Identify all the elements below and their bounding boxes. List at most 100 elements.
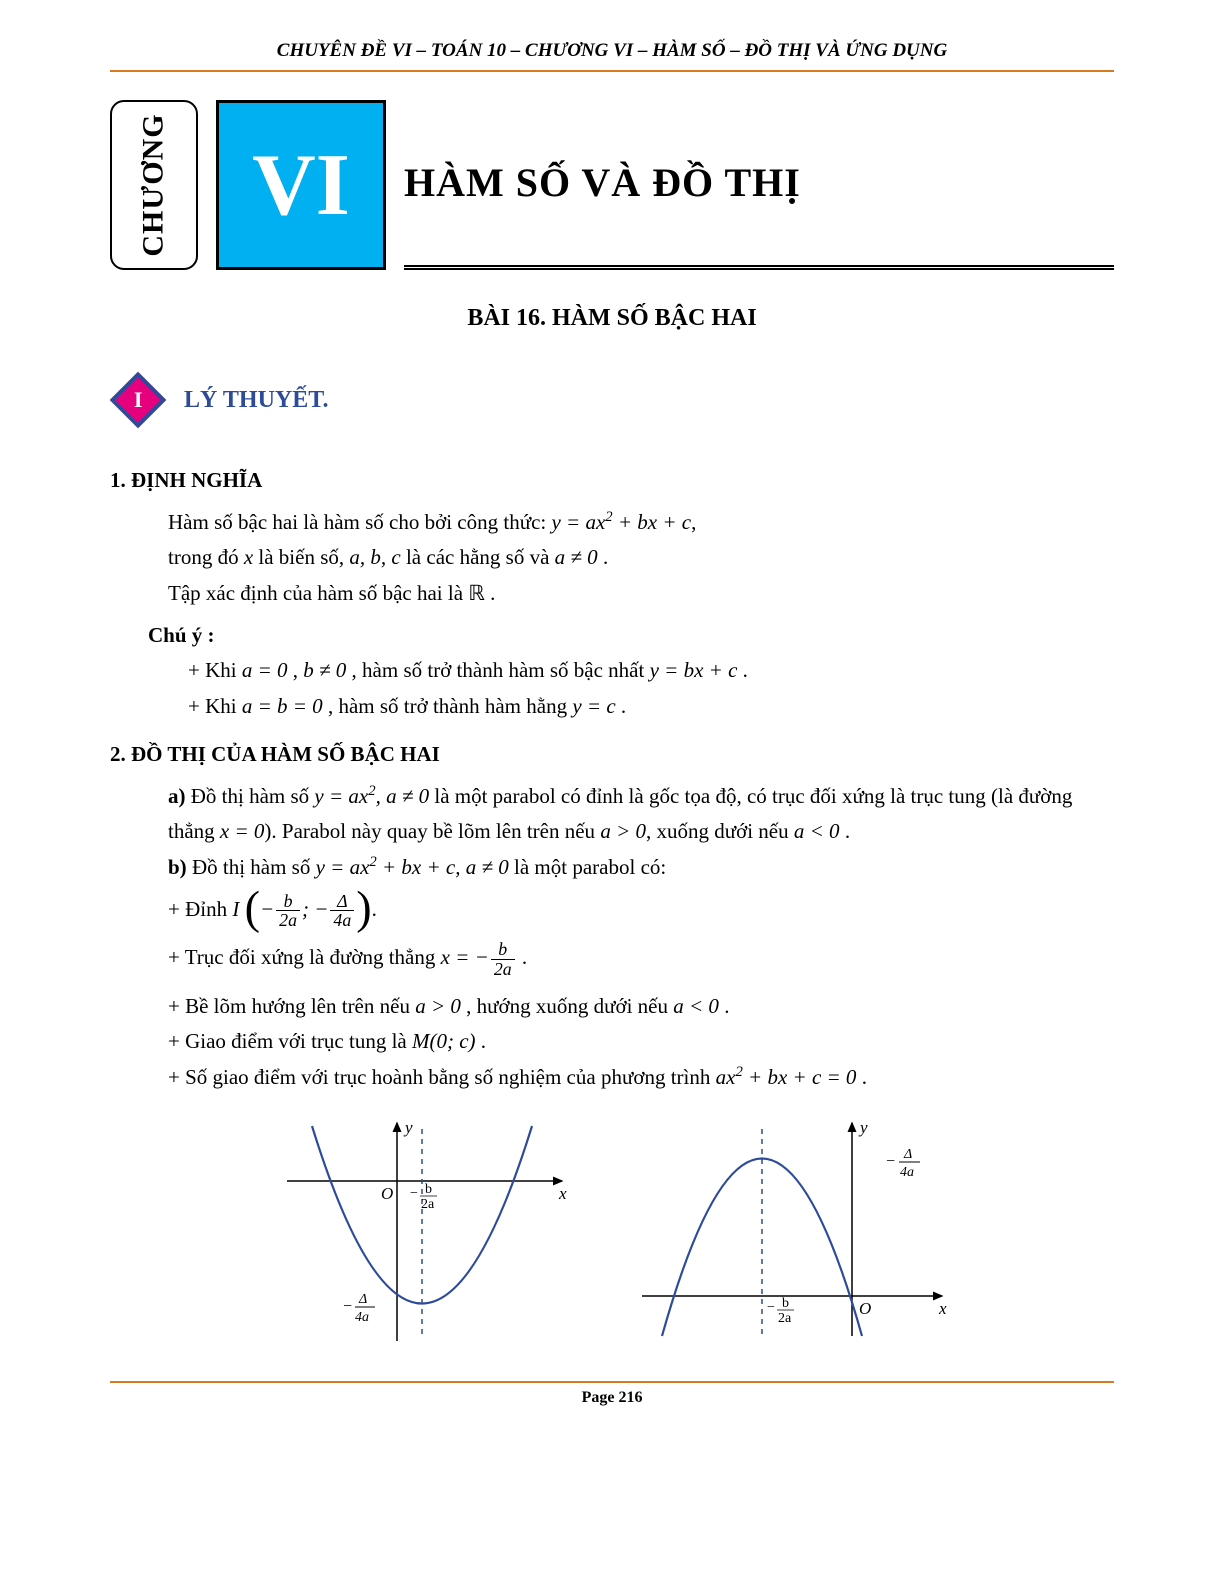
math: a < 0 xyxy=(794,819,840,843)
svg-text:4a: 4a xyxy=(355,1310,369,1325)
text: . xyxy=(856,1065,867,1089)
math: a ≠ 0 xyxy=(555,545,598,569)
math: y = c xyxy=(572,694,615,718)
text: là một parabol có: xyxy=(509,855,666,879)
svg-text:b: b xyxy=(782,1296,789,1311)
svg-text:−: − xyxy=(410,1186,418,1201)
svg-text:2a: 2a xyxy=(421,1197,435,1212)
text: trong đó xyxy=(168,545,244,569)
parabola-up-graph: y x O − b 2a − Δ 4a xyxy=(267,1111,577,1351)
fraction: b2a xyxy=(276,892,300,930)
graph-a-text: a) Đồ thị hàm số y = ax2, a ≠ 0 là một p… xyxy=(168,779,1114,850)
math: x = − xyxy=(441,945,489,969)
text: . xyxy=(737,658,748,682)
text: , xyxy=(691,510,696,534)
svg-text:−: − xyxy=(767,1300,775,1315)
text: + Số giao điểm với trục hoành bằng số ng… xyxy=(168,1065,716,1089)
chapter-side-text: CHƯƠNG xyxy=(137,113,171,256)
text: . xyxy=(372,897,377,921)
math: ax2 + bx + c = 0 xyxy=(716,1065,857,1089)
svg-text:Δ: Δ xyxy=(358,1292,367,1307)
text: Đồ thị hàm số xyxy=(187,855,316,879)
math: a > 0 xyxy=(415,994,461,1018)
text: , xuống dưới nếu xyxy=(646,819,794,843)
svg-text:y: y xyxy=(858,1118,868,1137)
def-vars-line: trong đó x là biến số, a, b, c là các hằ… xyxy=(168,540,1114,576)
math: b ≠ 0 xyxy=(303,658,346,682)
graph-b-text: b) Đồ thị hàm số y = ax2 + bx + c, a ≠ 0… xyxy=(168,850,1114,886)
item-b: b) xyxy=(168,855,187,879)
text: . xyxy=(840,819,851,843)
svg-text:y: y xyxy=(403,1118,413,1137)
math: a, b, c xyxy=(349,545,400,569)
fraction: b2a xyxy=(491,940,515,978)
lesson-title: BÀI 16. HÀM SỐ BẬC HAI xyxy=(110,305,1114,332)
math: y = ax2 + bx + c, a ≠ 0 xyxy=(316,855,509,879)
math: y = ax2 + bx + c xyxy=(551,510,691,534)
section-title: LÝ THUYẾT. xyxy=(184,387,328,414)
text: Đồ thị hàm số xyxy=(186,784,315,808)
math: (0; c) xyxy=(429,1029,475,1053)
axis-line: + Trục đối xứng là đường thẳng x = −b2a … xyxy=(168,940,1114,978)
math: a = 0 xyxy=(242,658,288,682)
vertex-line: + Đỉnh I (−b2a; −Δ4a). xyxy=(168,892,1114,930)
text: + Bề lõm hướng lên trên nếu xyxy=(168,994,415,1018)
def-formula-line: Hàm số bậc hai là hàm số cho bởi công th… xyxy=(168,505,1114,541)
text: + Khi xyxy=(188,694,242,718)
text: + Đỉnh xyxy=(168,897,232,921)
math: a = b = 0 xyxy=(242,694,323,718)
graph-row: y x O − b 2a − Δ 4a xyxy=(110,1111,1114,1351)
fraction: Δ4a xyxy=(330,892,354,930)
note-heading: Chú ý : xyxy=(148,618,1114,654)
chapter-title-area: HÀM SỐ VÀ ĐỒ THỊ xyxy=(404,100,1114,270)
text: . xyxy=(517,945,528,969)
svg-text:x: x xyxy=(938,1299,947,1318)
text: . xyxy=(719,994,730,1018)
heading-definition: 1. ĐỊNH NGHĨA xyxy=(110,463,1114,499)
parabola-down-graph: y x O − b 2a − Δ 4a xyxy=(627,1111,957,1351)
svg-text:O: O xyxy=(859,1299,871,1318)
text: Hàm số bậc hai là hàm số cho bởi công th… xyxy=(168,510,551,534)
heading-graph: 2. ĐỒ THỊ CỦA HÀM SỐ BẬC HAI xyxy=(110,737,1114,773)
math: y = ax2, a ≠ 0 xyxy=(314,784,429,808)
section-marker: I LÝ THUYẾT. xyxy=(110,372,1114,428)
math: M xyxy=(412,1029,430,1053)
svg-text:−: − xyxy=(342,1298,353,1315)
x-intercept-line: + Số giao điểm với trục hoành bằng số ng… xyxy=(168,1060,1114,1096)
svg-text:O: O xyxy=(381,1184,393,1203)
text: + Khi xyxy=(188,658,242,682)
chapter-header: CHƯƠNG VI HÀM SỐ VÀ ĐỒ THỊ xyxy=(110,100,1114,270)
math: x xyxy=(244,545,253,569)
text: . xyxy=(598,545,609,569)
item-a: a) xyxy=(168,784,186,808)
text: , hàm số trở thành hàm số bậc nhất xyxy=(346,658,649,682)
text: . xyxy=(476,1029,487,1053)
note-line-2: + Khi a = b = 0 , hàm số trở thành hàm h… xyxy=(188,689,1114,725)
chapter-title: HÀM SỐ VÀ ĐỒ THỊ xyxy=(404,159,1114,206)
chapter-side-box: CHƯƠNG xyxy=(110,100,198,270)
math: a > 0 xyxy=(600,819,646,843)
text: , xyxy=(288,658,304,682)
concavity-line: + Bề lõm hướng lên trên nếu a > 0 , hướn… xyxy=(168,989,1114,1025)
text: + Giao điểm với trục tung là xyxy=(168,1029,412,1053)
svg-text:b: b xyxy=(425,1182,432,1197)
note-line-1: + Khi a = 0 , b ≠ 0 , hàm số trở thành h… xyxy=(188,653,1114,689)
math: I xyxy=(232,897,239,921)
chapter-number-box: VI xyxy=(216,100,386,270)
math: a < 0 xyxy=(673,994,719,1018)
section-number: I xyxy=(134,387,143,413)
svg-text:Δ: Δ xyxy=(903,1147,912,1162)
svg-text:−: − xyxy=(885,1153,896,1170)
y-intercept-line: + Giao điểm với trục tung là M(0; c) . xyxy=(168,1024,1114,1060)
text: ). Parabol này quay bề lõm lên trên nếu xyxy=(264,819,600,843)
sep: ; − xyxy=(302,897,328,921)
diamond-icon: I xyxy=(110,372,166,428)
content-body: 1. ĐỊNH NGHĨA Hàm số bậc hai là hàm số c… xyxy=(110,463,1114,1351)
text: , hướng xuống dưới nếu xyxy=(461,994,673,1018)
page-footer: Page 216 xyxy=(110,1381,1114,1407)
text: là biến số, xyxy=(253,545,349,569)
text: . xyxy=(616,694,627,718)
svg-text:2a: 2a xyxy=(778,1311,792,1326)
def-domain-line: Tập xác định của hàm số bậc hai là ℝ . xyxy=(168,576,1114,612)
math: y = bx + c xyxy=(650,658,738,682)
